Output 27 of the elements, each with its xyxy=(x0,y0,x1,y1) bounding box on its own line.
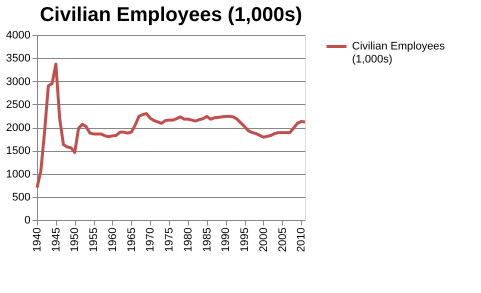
y-tick-label: 2500 xyxy=(6,98,30,111)
x-tick-label: 1940 xyxy=(32,228,44,252)
y-tick-label: 1000 xyxy=(6,168,30,180)
x-tick-label: 1975 xyxy=(164,228,176,252)
x-tick-label: 1950 xyxy=(69,228,82,252)
x-tick-label: 1945 xyxy=(50,228,62,252)
chart-title: Civilian Employees (1,000s) xyxy=(40,4,302,26)
x-tick-label: 1990 xyxy=(220,228,232,252)
y-tick-label: 2000 xyxy=(6,122,30,134)
y-tick-label: 4000 xyxy=(6,30,30,42)
y-tick-label: 1500 xyxy=(6,145,30,158)
y-tick-label: 500 xyxy=(12,191,30,204)
y-tick-label: 3500 xyxy=(6,52,30,65)
x-tick-label: 1995 xyxy=(239,228,252,252)
x-tick-label: 2000 xyxy=(258,228,270,252)
x-tick-label: 1980 xyxy=(182,228,194,252)
x-tick-label: 2005 xyxy=(276,228,289,252)
line-series xyxy=(36,62,306,190)
legend-label: Civilian Employees (1,000s) xyxy=(352,40,446,66)
x-tick-label: 1985 xyxy=(201,228,214,252)
x-tick-label: 1955 xyxy=(88,228,100,252)
y-tick-label: 0 xyxy=(24,214,30,226)
x-tick-label: 1965 xyxy=(126,228,138,252)
x-tick-label: 1970 xyxy=(144,228,157,252)
x-tick-label: 2010 xyxy=(296,228,308,252)
x-tick-label: 1960 xyxy=(106,228,119,252)
y-tick-label: 3000 xyxy=(6,76,30,88)
